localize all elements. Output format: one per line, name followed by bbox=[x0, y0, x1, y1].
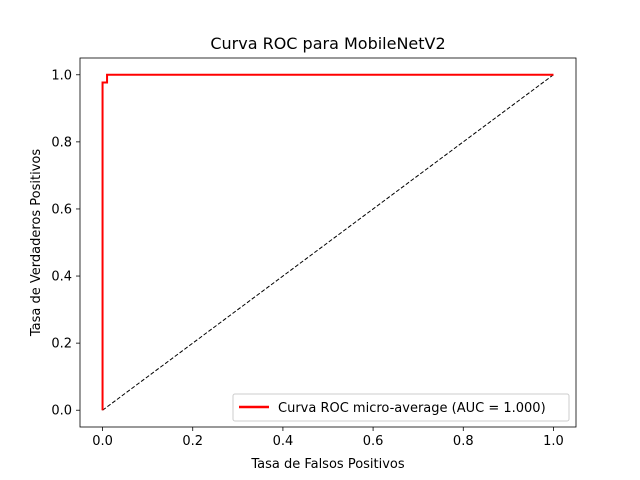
x-tick-label: 0.2 bbox=[182, 434, 203, 449]
x-tick-label: 0.0 bbox=[92, 434, 113, 449]
x-tick-label: 1.0 bbox=[543, 434, 564, 449]
y-tick-label: 0.2 bbox=[51, 337, 72, 352]
x-axis-label: Tasa de Falsos Positivos bbox=[250, 457, 405, 472]
legend-label-roc: Curva ROC micro-average (AUC = 1.000) bbox=[278, 401, 546, 416]
y-tick-label: 0.6 bbox=[51, 202, 72, 217]
x-tick-label: 0.6 bbox=[363, 434, 384, 449]
roc-curve-line bbox=[101, 73, 554, 411]
diagonal-reference-line bbox=[102, 74, 554, 411]
chart-title: Curva ROC para MobileNetV2 bbox=[210, 34, 445, 53]
x-tick-label: 0.4 bbox=[273, 434, 294, 449]
y-tick-label: 0.8 bbox=[51, 135, 72, 150]
y-tick-label: 1.0 bbox=[51, 68, 72, 83]
plot-area bbox=[101, 73, 554, 411]
y-tick-label: 0.0 bbox=[51, 404, 72, 419]
y-axis-label: Tasa de Verdaderos Positivos bbox=[29, 149, 44, 337]
axis-ticks: 0.0 0.2 0.4 0.6 0.8 1.0 0.0 0.2 0.4 0.6 0.8 1.0 bbox=[51, 68, 563, 449]
x-tick-label: 0.8 bbox=[453, 434, 474, 449]
legend: Curva ROC micro-average (AUC = 1.000) bbox=[232, 393, 570, 422]
legend-box bbox=[232, 393, 570, 422]
axes-frame bbox=[79, 57, 577, 428]
y-tick-label: 0.4 bbox=[51, 270, 72, 285]
